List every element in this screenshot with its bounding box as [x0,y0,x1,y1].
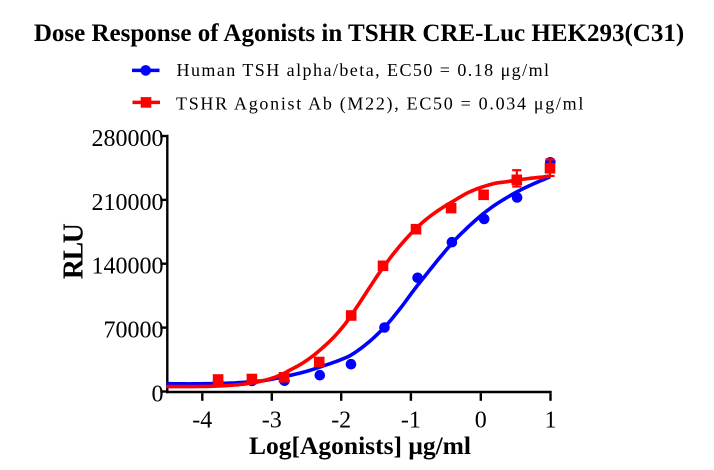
svg-text:TSHR Agonist Ab (M22), EC50 =: TSHR Agonist Ab (M22), EC50 = 0.034 μg/m… [176,94,585,115]
svg-text:0: 0 [152,381,164,407]
svg-text:RLU: RLU [59,223,90,279]
svg-text:140000: 140000 [92,254,164,280]
svg-text:Human TSH alpha/beta, EC50 = 0: Human TSH alpha/beta, EC50 = 0.18 μg/ml [177,60,551,80]
svg-text:210000: 210000 [92,190,164,216]
svg-text:0: 0 [475,407,487,433]
svg-text:-1: -1 [401,407,421,433]
svg-text:Log[Agonists] μg/ml: Log[Agonists] μg/ml [249,431,471,460]
svg-text:-4: -4 [192,407,212,433]
svg-text:280000: 280000 [92,126,164,152]
svg-text:1: 1 [545,407,557,433]
svg-text:Dose Response of Agonists in T: Dose Response of Agonists in TSHR CRE-Lu… [34,20,684,47]
svg-text:-2: -2 [331,407,351,433]
svg-text:-3: -3 [262,407,282,433]
svg-text:70000: 70000 [104,318,164,344]
